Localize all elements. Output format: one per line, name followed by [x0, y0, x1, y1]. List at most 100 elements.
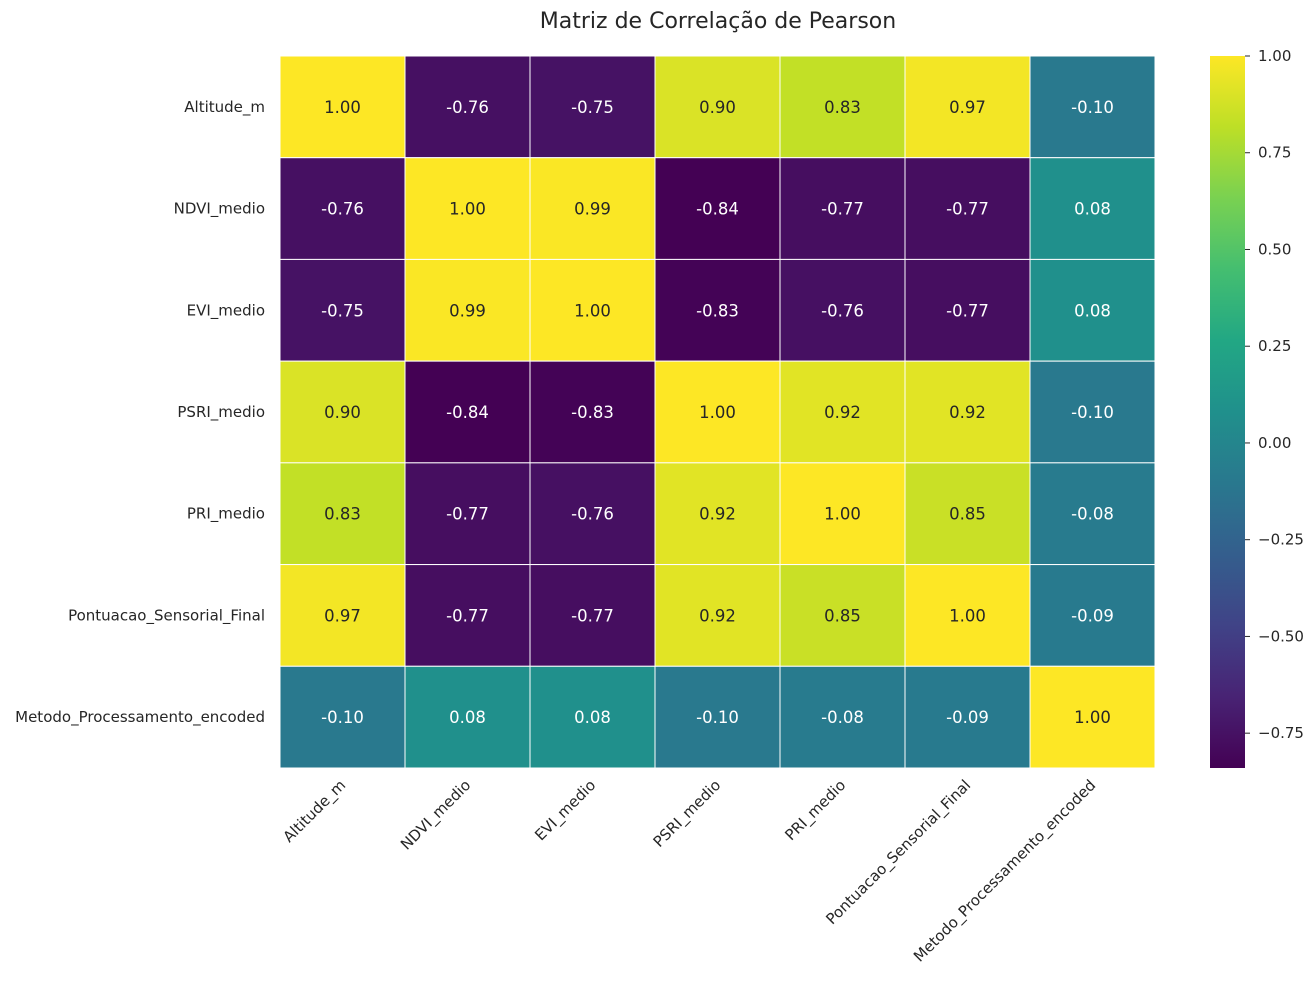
colorbar-tick-label: −0.50 — [1258, 627, 1304, 645]
heatmap-cell — [279, 564, 406, 667]
y-tick-label: EVI_medio — [187, 301, 265, 320]
heatmap-cell — [654, 564, 781, 667]
cell-value-label: 1.00 — [1074, 708, 1111, 727]
cell-value-label: -0.75 — [571, 98, 614, 117]
cell-value-label: 0.08 — [449, 708, 486, 727]
cell-value-label: -0.83 — [571, 403, 614, 422]
cell-value-label: -0.77 — [946, 200, 989, 219]
cell-value-label: -0.10 — [321, 708, 364, 727]
heatmap-cell — [779, 665, 906, 769]
cell-value-label: -0.76 — [446, 98, 489, 117]
chart-title: Matriz de Correlação de Pearson — [540, 9, 896, 34]
x-tick-label: EVI_medio — [531, 776, 600, 845]
cell-value-label: -0.77 — [946, 301, 989, 320]
y-tick-label: Altitude_m — [184, 98, 265, 117]
colorbar-tick-label: 1.00 — [1258, 47, 1291, 65]
cell-value-label: -0.84 — [446, 403, 489, 422]
colorbar-tick-label: −0.75 — [1258, 724, 1304, 742]
x-tick-label: Pontuacao_Sensorial_Final — [822, 776, 975, 929]
heatmap-cell — [279, 258, 406, 362]
y-tick-label: Pontuacao_Sensorial_Final — [68, 606, 265, 625]
x-tick-label: NDVI_medio — [397, 776, 475, 854]
cell-value-label: 0.92 — [699, 505, 736, 524]
cell-value-label: 0.92 — [824, 403, 861, 422]
heatmap-cell — [279, 55, 406, 159]
cell-value-label: 1.00 — [574, 301, 611, 320]
colorbar-gradient — [1210, 56, 1245, 768]
cell-value-label: -0.08 — [821, 708, 864, 727]
cell-value-label: 0.08 — [1074, 200, 1111, 219]
cell-value-label: 0.92 — [949, 403, 986, 422]
x-tick-label: PSRI_medio — [650, 776, 725, 851]
cell-value-label: 1.00 — [449, 200, 486, 219]
heatmap-cell — [404, 55, 531, 159]
cell-value-label: -0.77 — [821, 200, 864, 219]
x-axis-tick-labels: Altitude_m NDVI_medio EVI_medio PSRI_medio P… — [280, 776, 1101, 966]
colorbar-tick-label: 0.25 — [1258, 337, 1291, 355]
x-tick-label: PRI_medio — [781, 776, 850, 845]
heatmap-cell — [904, 157, 1031, 260]
heatmap-cell — [529, 665, 656, 769]
cell-value-label: -0.84 — [696, 200, 739, 219]
heatmap-cell — [529, 258, 656, 362]
heatmap-cell — [404, 258, 531, 362]
heatmap-cell — [1029, 258, 1156, 362]
cell-value-label: -0.76 — [571, 505, 614, 524]
heatmap-cell — [279, 462, 406, 566]
colorbar-tick-label: 0.75 — [1258, 144, 1291, 162]
heatmap-cell — [779, 55, 906, 159]
heatmap-cell — [779, 157, 906, 260]
cell-value-label: 0.90 — [699, 98, 736, 117]
cell-value-label: 0.97 — [324, 606, 361, 625]
cell-value-label: 0.90 — [324, 403, 361, 422]
cell-value-label: 0.83 — [324, 505, 361, 524]
heatmap-cell — [904, 55, 1031, 159]
heatmap-cell — [1029, 462, 1156, 566]
cell-value-label: -0.09 — [946, 708, 989, 727]
cell-value-label: -0.83 — [696, 301, 739, 320]
heatmap-cell — [529, 157, 656, 260]
heatmap-cell — [654, 258, 781, 362]
heatmap-cell — [279, 157, 406, 260]
y-tick-label: Metodo_Processamento_encoded — [15, 708, 265, 727]
cell-value-label: -0.09 — [1071, 606, 1114, 625]
colorbar-tick-label: 0.50 — [1258, 240, 1291, 258]
heatmap-cell — [654, 360, 781, 464]
colorbar-tick-label: −0.25 — [1258, 531, 1304, 549]
y-tick-label: PSRI_medio — [177, 403, 265, 422]
heatmap-cell — [1029, 360, 1156, 464]
heatmap-cell — [404, 360, 531, 464]
cell-value-label: 0.08 — [1074, 301, 1111, 320]
y-tick-label: PRI_medio — [187, 505, 265, 524]
cell-value-label: -0.76 — [821, 301, 864, 320]
heatmap-cell — [1029, 665, 1156, 769]
heatmap-cell — [654, 665, 781, 769]
x-tick-label: Altitude_m — [280, 776, 351, 847]
heatmap-cells: 1.00 -0.76 -0.75 0.90 0.83 0.97 -0.10 -0.76 1.00… — [279, 55, 1156, 769]
cell-value-label: 0.99 — [574, 200, 611, 219]
heatmap-cell — [529, 55, 656, 159]
cell-value-label: -0.10 — [1071, 98, 1114, 117]
cell-value-label: 0.08 — [574, 708, 611, 727]
cell-value-label: 0.83 — [824, 98, 861, 117]
cell-value-label: 1.00 — [824, 505, 861, 524]
cell-value-label: 0.85 — [949, 505, 986, 524]
heatmap-cell — [529, 564, 656, 667]
cell-value-label: -0.10 — [1071, 403, 1114, 422]
heatmap-cell — [1029, 564, 1156, 667]
heatmap-cell — [779, 564, 906, 667]
y-tick-label: NDVI_medio — [174, 200, 265, 219]
heatmap-cell — [404, 564, 531, 667]
y-axis-tick-labels: Altitude_m NDVI_medio EVI_medio PSRI_medio P… — [15, 98, 265, 727]
heatmap-cell — [904, 360, 1031, 464]
cell-value-label: -0.75 — [321, 301, 364, 320]
cell-value-label: 0.85 — [824, 606, 861, 625]
heatmap-cell — [279, 665, 406, 769]
cell-value-label: -0.08 — [1071, 505, 1114, 524]
heatmap-cell — [654, 55, 781, 159]
cell-value-label: -0.76 — [321, 200, 364, 219]
cell-value-label: -0.77 — [571, 606, 614, 625]
cell-value-label: 0.99 — [449, 301, 486, 320]
cell-value-label: 1.00 — [699, 403, 736, 422]
